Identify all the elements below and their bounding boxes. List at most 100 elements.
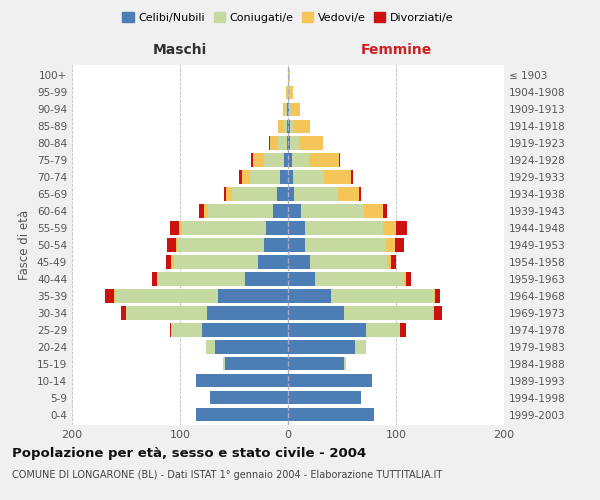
- Bar: [199, 204, 204, 218]
- Legend: Celibi/Nubili, Coniugati/e, Vedovi/e, Divorziati/e: Celibi/Nubili, Coniugati/e, Vedovi/e, Di…: [118, 8, 458, 28]
- Bar: [288, 238, 305, 252]
- Bar: [435, 290, 440, 302]
- Bar: [287, 136, 288, 149]
- Bar: [176, 238, 178, 252]
- Bar: [308, 154, 339, 166]
- Bar: [288, 306, 344, 320]
- Bar: [288, 256, 310, 268]
- Bar: [287, 120, 288, 133]
- Bar: [206, 340, 215, 353]
- Bar: [288, 357, 344, 370]
- Bar: [170, 222, 179, 234]
- Bar: [288, 324, 366, 336]
- Bar: [242, 170, 250, 183]
- Bar: [295, 188, 338, 200]
- Bar: [218, 290, 288, 302]
- Bar: [182, 222, 266, 234]
- Bar: [288, 136, 290, 149]
- Bar: [288, 408, 374, 422]
- Bar: [264, 238, 288, 252]
- Bar: [283, 102, 285, 116]
- Bar: [287, 86, 288, 99]
- Bar: [173, 256, 258, 268]
- Bar: [121, 306, 126, 320]
- Bar: [292, 154, 308, 166]
- Bar: [207, 306, 288, 320]
- Bar: [273, 204, 288, 218]
- Bar: [301, 204, 364, 218]
- Bar: [344, 357, 346, 370]
- Bar: [106, 290, 114, 302]
- Bar: [250, 170, 280, 183]
- Bar: [344, 306, 433, 320]
- Bar: [215, 340, 288, 353]
- Bar: [285, 102, 287, 116]
- Bar: [158, 272, 245, 285]
- Bar: [383, 204, 388, 218]
- Bar: [288, 188, 295, 200]
- Bar: [224, 188, 226, 200]
- Bar: [355, 340, 366, 353]
- Bar: [286, 86, 287, 99]
- Bar: [305, 222, 383, 234]
- Bar: [226, 357, 288, 370]
- Bar: [288, 170, 293, 183]
- Bar: [179, 222, 182, 234]
- Bar: [166, 256, 172, 268]
- Bar: [288, 68, 290, 82]
- Bar: [400, 324, 406, 336]
- Bar: [404, 272, 406, 285]
- Bar: [338, 188, 359, 200]
- Bar: [258, 256, 288, 268]
- Bar: [288, 272, 315, 285]
- Bar: [383, 222, 396, 234]
- Text: Popolazione per età, sesso e stato civile - 2004: Popolazione per età, sesso e stato civil…: [12, 448, 366, 460]
- Text: COMUNE DI LONGARONE (BL) - Dati ISTAT 1° gennaio 2004 - Elaborazione TUTTITALIA.: COMUNE DI LONGARONE (BL) - Dati ISTAT 1°…: [12, 470, 442, 480]
- Bar: [290, 120, 293, 133]
- Bar: [115, 290, 218, 302]
- Bar: [284, 154, 288, 166]
- Bar: [299, 136, 323, 149]
- Bar: [196, 374, 288, 388]
- Bar: [170, 324, 172, 336]
- Bar: [331, 290, 434, 302]
- Bar: [288, 290, 331, 302]
- Bar: [388, 256, 391, 268]
- Bar: [287, 102, 288, 116]
- Bar: [245, 272, 288, 285]
- Bar: [178, 238, 264, 252]
- Bar: [152, 272, 157, 285]
- Bar: [406, 272, 411, 285]
- Bar: [172, 324, 202, 336]
- Bar: [323, 170, 350, 183]
- Bar: [434, 290, 435, 302]
- Bar: [223, 357, 226, 370]
- Bar: [208, 204, 273, 218]
- Bar: [251, 154, 253, 166]
- Bar: [226, 188, 232, 200]
- Bar: [293, 120, 310, 133]
- Bar: [359, 188, 361, 200]
- Y-axis label: Fasce di età: Fasce di età: [19, 210, 31, 280]
- Bar: [126, 306, 207, 320]
- Bar: [289, 102, 291, 116]
- Bar: [278, 120, 284, 133]
- Bar: [266, 222, 288, 234]
- Bar: [350, 170, 353, 183]
- Bar: [278, 136, 287, 149]
- Bar: [204, 204, 208, 218]
- Bar: [280, 170, 288, 183]
- Bar: [269, 136, 278, 149]
- Bar: [232, 188, 277, 200]
- Bar: [264, 154, 284, 166]
- Bar: [293, 170, 323, 183]
- Bar: [196, 408, 288, 422]
- Bar: [290, 136, 299, 149]
- Bar: [433, 306, 434, 320]
- Bar: [434, 306, 442, 320]
- Text: Maschi: Maschi: [153, 42, 207, 56]
- Bar: [167, 238, 176, 252]
- Bar: [315, 272, 404, 285]
- Bar: [284, 120, 287, 133]
- Bar: [210, 391, 288, 404]
